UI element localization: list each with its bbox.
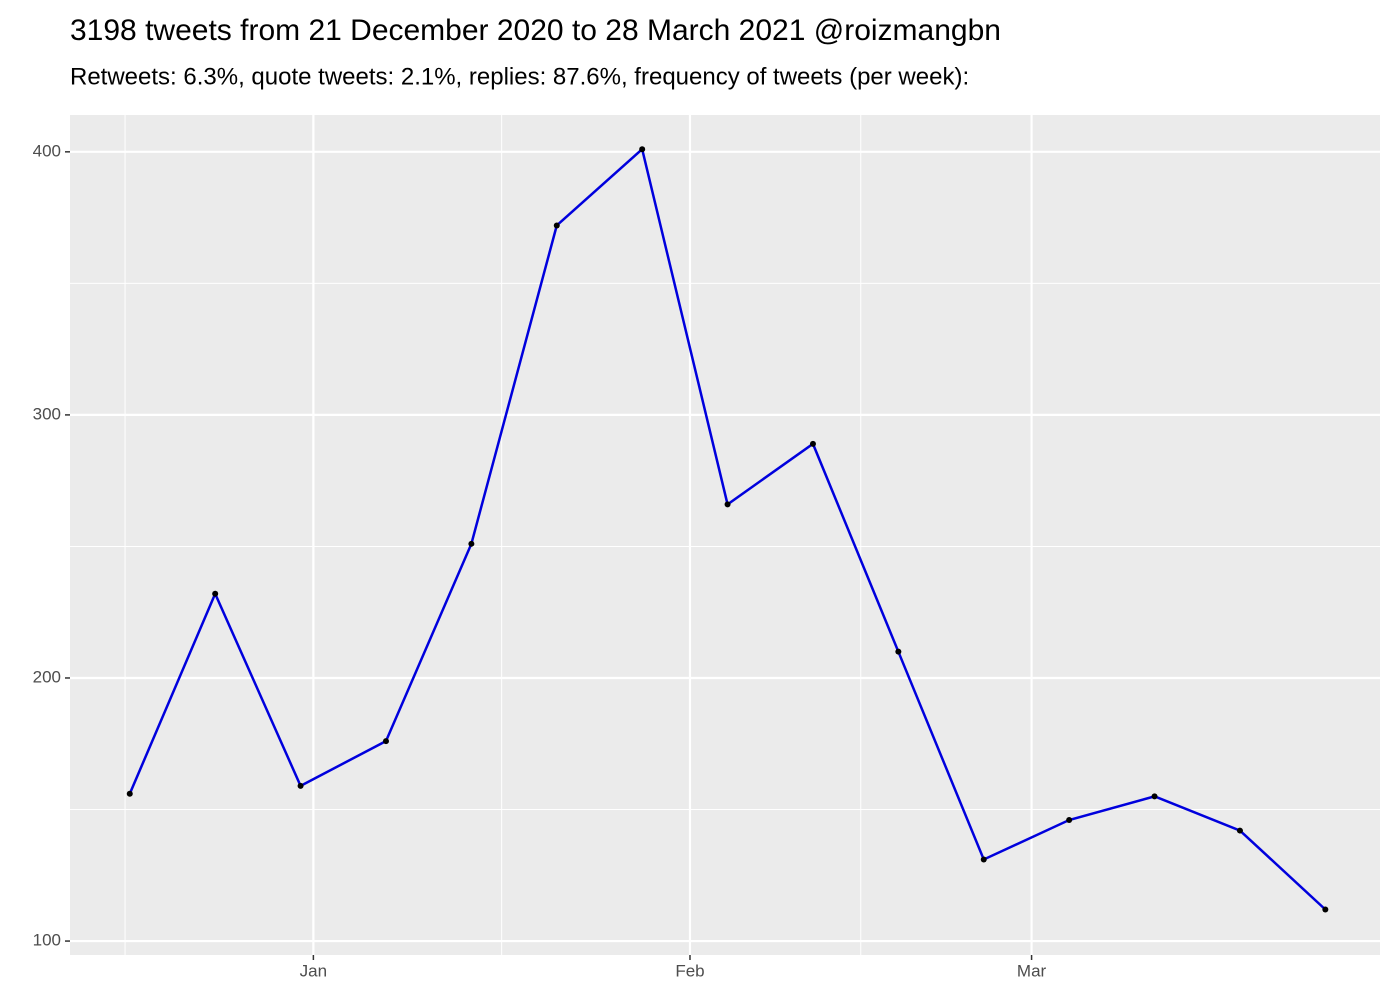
panel [70, 115, 1380, 955]
data-point [724, 501, 731, 508]
data-point [1066, 817, 1073, 824]
data-point [468, 540, 475, 547]
data-point [126, 790, 133, 797]
data-point [809, 440, 816, 447]
chart-title: 3198 tweets from 21 December 2020 to 28 … [70, 14, 1001, 47]
x-tick-label: Mar [1017, 961, 1047, 980]
data-point [1322, 906, 1329, 913]
chart-subtitle: Retweets: 6.3%, quote tweets: 2.1%, repl… [70, 63, 969, 90]
data-point [1236, 827, 1243, 834]
data-point [639, 146, 646, 153]
x-tick-label: Feb [675, 961, 704, 980]
data-point [212, 590, 219, 597]
data-point [895, 648, 902, 655]
x-tick-label: Jan [300, 961, 327, 980]
data-point [1151, 793, 1158, 800]
y-tick-label: 100 [33, 931, 61, 950]
data-point [382, 738, 389, 745]
data-point [297, 782, 304, 789]
y-tick-label: 400 [33, 141, 61, 160]
data-point [553, 222, 560, 229]
data-point [980, 856, 987, 863]
y-tick-label: 200 [33, 667, 61, 686]
y-tick-label: 300 [33, 404, 61, 423]
